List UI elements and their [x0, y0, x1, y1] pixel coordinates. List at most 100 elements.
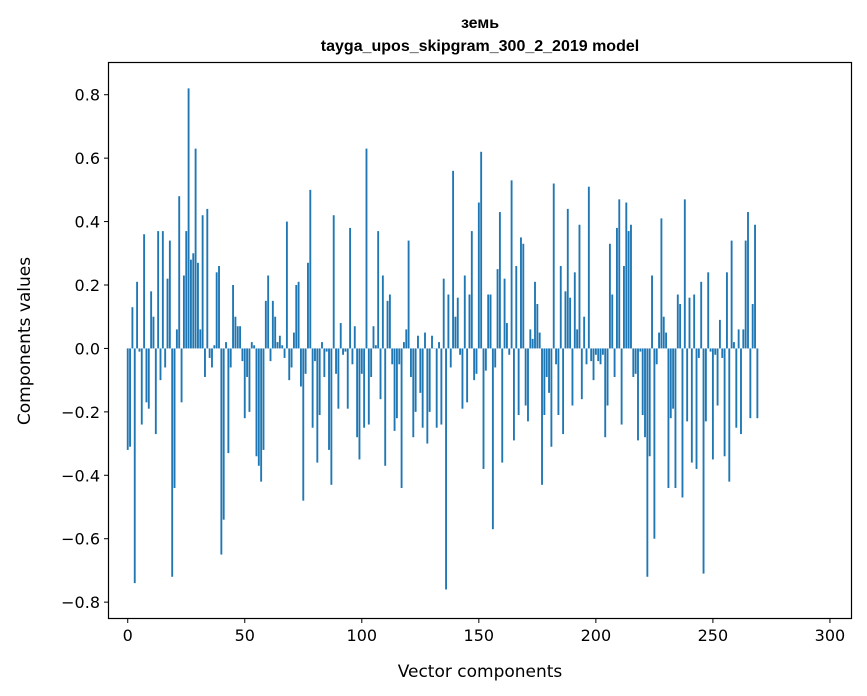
bar-component-33: [204, 348, 206, 377]
bar-component-210: [618, 199, 621, 349]
bar-component-106: [374, 345, 377, 349]
bar-component-79: [311, 348, 314, 428]
bar-component-74: [300, 348, 302, 387]
bar-component-204: [604, 348, 607, 438]
bar-component-5: [138, 348, 141, 352]
x-axis-ticks: 0 50 100 150 200 250 300: [123, 618, 845, 645]
bar-component-164: [510, 180, 513, 349]
bar-component-133: [438, 342, 440, 349]
bar-component-34: [206, 208, 209, 349]
bar-component-242: [693, 294, 696, 349]
bar-component-15: [161, 231, 164, 349]
x-tick-label: 150: [464, 626, 495, 645]
bar-component-171: [527, 348, 529, 422]
bar-component-42: [225, 342, 227, 349]
bar-component-132: [435, 348, 438, 428]
bar-component-234: [674, 348, 677, 488]
bar-component-110: [384, 348, 387, 466]
bar-component-107: [377, 231, 380, 349]
bar-component-123: [414, 348, 417, 412]
bar-component-73: [297, 281, 300, 349]
bar-component-177: [541, 348, 543, 485]
bar-component-57: [260, 348, 263, 482]
bar-component-205: [606, 348, 609, 406]
bar-component-24: [182, 275, 185, 349]
bar-component-216: [632, 348, 635, 377]
bar-component-94: [346, 348, 349, 409]
bar-component-92: [342, 348, 344, 355]
bar-component-78: [309, 189, 312, 349]
y-tick-label: 0.6: [75, 149, 100, 168]
bar-component-58: [262, 348, 265, 450]
bar-component-72: [295, 285, 298, 349]
bar-component-202: [599, 348, 602, 365]
bar-component-9: [147, 348, 150, 409]
bar-component-17: [166, 278, 169, 349]
bar-component-60: [267, 275, 270, 349]
bar-component-46: [234, 316, 237, 349]
x-tick-label: 200: [581, 626, 612, 645]
bar-component-148: [473, 348, 476, 381]
bar-component-127: [424, 332, 426, 349]
bar-component-128: [426, 348, 429, 444]
bar-component-115: [395, 348, 398, 419]
bar-component-251: [714, 348, 717, 355]
bar-component-152: [482, 348, 485, 469]
bar-component-228: [660, 218, 663, 349]
x-tick-label: 0: [123, 626, 133, 645]
bar-component-187: [564, 291, 567, 349]
bar-component-52: [248, 348, 251, 412]
bar-component-170: [524, 348, 527, 406]
chart-subtitle: tayga_upos_skipgram_300_2_2019 model: [321, 38, 639, 55]
bar-component-12: [154, 348, 157, 435]
bar-component-244: [697, 348, 700, 358]
bar-component-173: [531, 338, 534, 349]
bar-component-227: [658, 332, 660, 349]
bar-component-257: [728, 348, 731, 482]
bar-component-180: [548, 348, 550, 393]
bar-component-143: [461, 348, 464, 409]
bar-component-215: [630, 224, 632, 349]
bar-component-259: [733, 342, 735, 349]
bar-component-157: [494, 348, 497, 368]
bar-component-156: [491, 348, 494, 530]
bar-component-221: [644, 348, 646, 438]
bar-component-263: [742, 329, 745, 349]
bar-component-267: [751, 304, 754, 349]
bar-series: [126, 88, 759, 590]
bar-component-240: [688, 297, 691, 349]
bar-component-203: [601, 348, 604, 355]
bar-component-238: [683, 199, 686, 349]
bar-component-27: [189, 259, 192, 349]
bar-component-122: [412, 348, 415, 438]
bar-component-249: [709, 348, 712, 352]
bar-component-223: [648, 348, 651, 457]
bar-component-141: [456, 297, 459, 349]
bar-component-16: [164, 348, 167, 368]
bar-component-245: [700, 281, 703, 349]
bar-component-54: [253, 345, 256, 349]
bar-component-247: [704, 348, 707, 422]
y-tick-label: −0.6: [61, 530, 100, 549]
bar-component-41: [222, 348, 225, 520]
bar-component-86: [328, 348, 330, 450]
bar-component-146: [468, 294, 471, 349]
bar-component-197: [587, 186, 590, 349]
bar-component-56: [257, 348, 260, 466]
bar-component-268: [754, 224, 756, 349]
y-tick-label: 0.4: [75, 213, 100, 232]
y-axis-ticks: 0.8 0.6 0.4 0.2 0.0 −0.2 −0.4 −0.6 −0.8: [61, 86, 109, 612]
bar-component-151: [480, 151, 483, 349]
y-tick-label: 0.0: [75, 339, 100, 358]
bar-component-181: [550, 348, 553, 447]
bar-component-104: [370, 348, 373, 377]
bar-component-10: [150, 291, 153, 349]
bar-component-88: [332, 215, 335, 349]
bar-component-75: [302, 348, 305, 501]
bar-component-98: [356, 348, 359, 438]
bar-component-18: [168, 240, 171, 349]
bar-component-199: [592, 348, 595, 381]
bar-component-246: [702, 348, 705, 574]
bar-component-95: [349, 227, 352, 349]
bar-component-135: [442, 278, 445, 349]
